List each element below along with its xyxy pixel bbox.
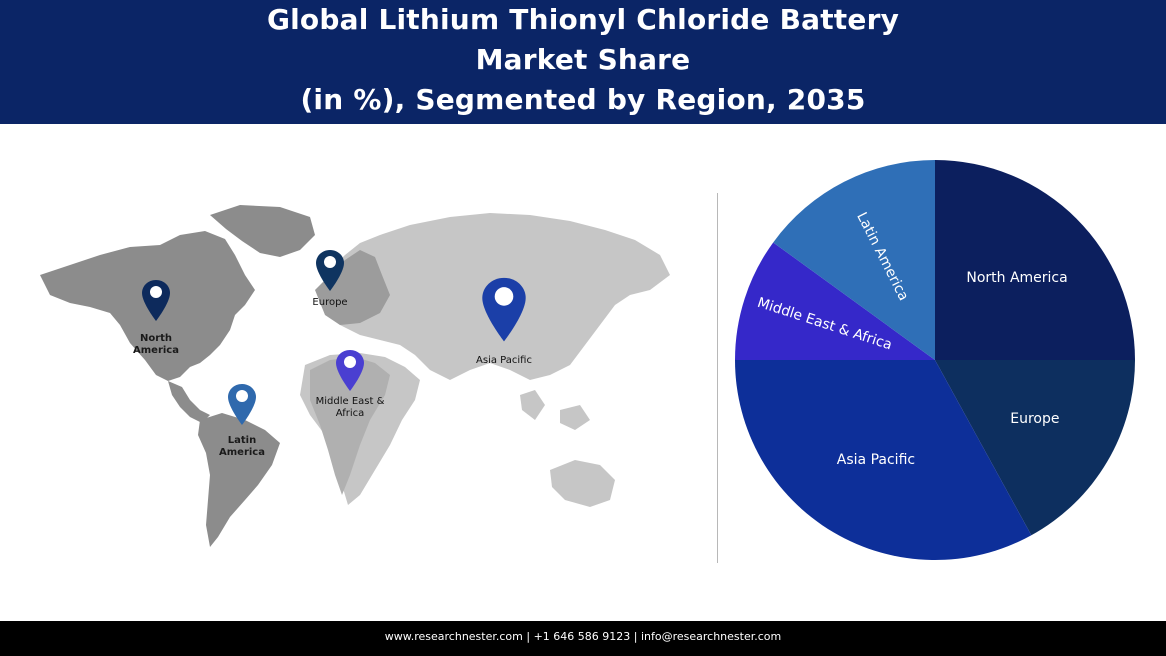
pin-label-north-america: North America (126, 333, 186, 357)
pie-slice-europe (935, 360, 1135, 536)
pin-europe[interactable] (316, 250, 344, 291)
europe-landmass (315, 250, 390, 325)
map-pin-icon (336, 350, 364, 391)
pin-label-europe: Europe (300, 297, 360, 309)
pin-label-middle-east-africa: Middle East & Africa (310, 396, 390, 420)
pie-slice-middle-east-africa (735, 242, 935, 360)
footer-contact-text: www.researchnester.com | +1 646 586 9123… (384, 630, 782, 643)
pie-slice-north-america (935, 160, 1135, 360)
world-map: North America Europe Asia Pacific Middle… (30, 195, 690, 555)
pin-label-line-2: Africa (335, 408, 365, 419)
pin-dot-icon (344, 356, 356, 368)
pie-label-asia-pacific: Asia Pacific (837, 452, 915, 468)
pin-dot-icon (236, 390, 248, 402)
map-pin-icon (482, 277, 526, 342)
pin-label-line-1: Latin (227, 435, 257, 446)
pie-label-north-america: North America (966, 270, 1067, 286)
pin-label-latin-america: Latin America (212, 435, 272, 459)
pin-north-america[interactable] (142, 280, 170, 321)
world-map-graphic (40, 205, 670, 547)
pin-label-line-1: North (139, 333, 173, 344)
pin-middle-east-africa[interactable] (336, 350, 364, 391)
africa-landmass (310, 357, 390, 495)
chart-title-banner: Global Lithium Thionyl Chloride Battery … (0, 0, 1166, 124)
americas-landmass (40, 205, 315, 547)
pie-label-europe: Europe (1010, 411, 1059, 427)
pie-slice-asia-pacific (735, 360, 1032, 560)
pin-label-line-2: America (219, 447, 265, 458)
pin-label-line-1: Europe (312, 297, 348, 308)
chart-title-line-3: (in %), Segmented by Region, 2035 (300, 83, 866, 116)
chart-title-line-2: Market Share (475, 43, 691, 76)
pin-dot-icon (150, 286, 162, 298)
section-divider (717, 193, 718, 563)
pin-latin-america[interactable] (228, 384, 256, 425)
pie-slice-latin-america (773, 160, 935, 360)
map-pin-icon (316, 250, 344, 291)
pin-label-line-1: Middle East & (315, 396, 385, 407)
pin-asia-pacific[interactable] (482, 277, 526, 342)
footer-bar: www.researchnester.com | +1 646 586 9123… (0, 621, 1166, 656)
chart-title-line-1: Global Lithium Thionyl Chloride Battery (266, 3, 900, 36)
map-pin-icon (142, 280, 170, 321)
pin-dot-icon (324, 256, 336, 268)
pin-dot-icon (494, 287, 514, 306)
pin-label-asia-pacific: Asia Pacific (464, 355, 544, 367)
map-pin-icon (228, 384, 256, 425)
pin-label-line-2: America (133, 345, 179, 356)
pin-label-line-1: Asia Pacific (476, 355, 532, 366)
